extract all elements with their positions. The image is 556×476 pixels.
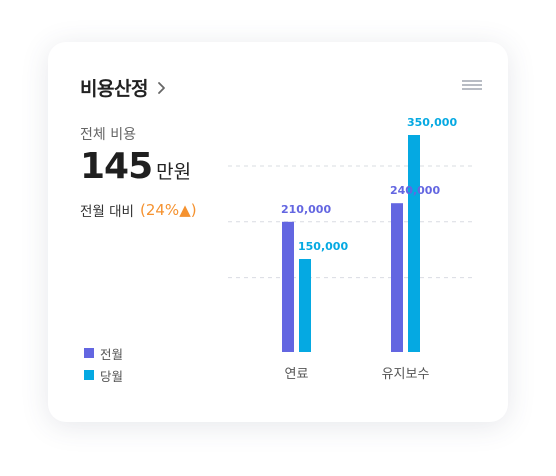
total-cost-value: 145 (80, 146, 153, 187)
legend-item-previous-month: 전월 (84, 342, 123, 364)
month-comparison: 전월 대비 (24%▲) (80, 200, 197, 220)
menu-icon[interactable] (462, 80, 482, 92)
x-tick-label: 연료 (285, 367, 309, 382)
bar-chart: 연료 유지보수 210,000 150,000 240,000 350,000 (228, 116, 473, 382)
data-label-0-0: 210,000 (281, 203, 331, 216)
chevron-right-icon (158, 81, 165, 94)
data-label-1-0: 240,000 (390, 184, 440, 197)
cost-estimate-card: 비용산정 전체 비용 145 만원 전월 대비 (24%▲) 전월 당월 연료 유… (48, 42, 508, 422)
comparison-delta: (24%▲) (140, 201, 197, 219)
total-cost-unit: 만원 (156, 161, 192, 183)
legend-swatch-previous-month (84, 348, 94, 358)
legend-swatch-current-month (84, 370, 94, 380)
data-label-1-1: 350,000 (407, 116, 457, 129)
bar-0-0 (282, 221, 294, 352)
legend-item-current-month: 당월 (84, 364, 123, 386)
bar-0-1 (299, 259, 311, 352)
bar-1-0 (391, 203, 403, 352)
total-cost-label: 전체 비용 (80, 127, 136, 143)
up-arrow-icon: ▲) (179, 201, 197, 219)
total-cost: 145 만원 (80, 146, 191, 187)
comparison-label: 전월 대비 (80, 204, 134, 220)
legend-label-current-month: 당월 (100, 368, 124, 384)
chart-legend: 전월 당월 (84, 342, 123, 386)
card-header-link[interactable]: 비용산정 (80, 74, 170, 101)
card-title: 비용산정 (80, 78, 148, 100)
x-tick-label: 유지보수 (382, 367, 430, 382)
comparison-value: (24% (139, 201, 180, 219)
legend-label-previous-month: 전월 (100, 346, 124, 362)
bar-1-1 (408, 135, 420, 352)
data-label-0-1: 150,000 (298, 240, 348, 253)
